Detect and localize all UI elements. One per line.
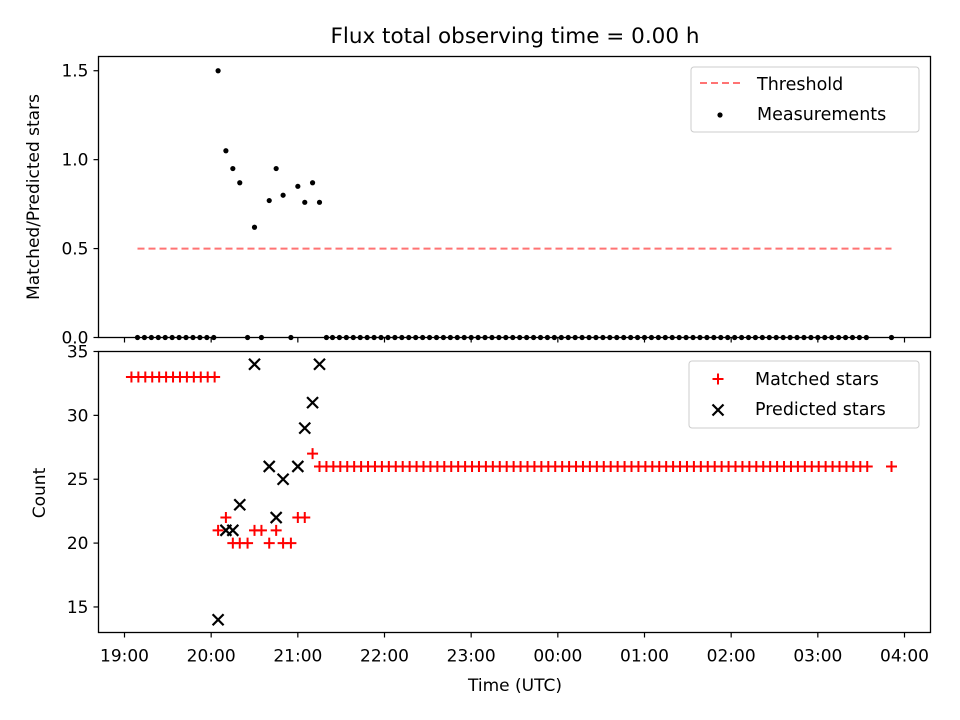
- matched-star-point: [212, 524, 224, 536]
- top-y-axis-label: Matched/Predicted stars: [24, 94, 44, 300]
- matched-star-point: [263, 537, 275, 549]
- legend-matched-label: Matched stars: [755, 370, 879, 390]
- bottom-x-tick-label: 03:00: [793, 647, 842, 667]
- matched-star-point: [861, 460, 873, 472]
- predicted-star-point: [291, 460, 305, 473]
- top-y-tick-label: 0.0: [61, 329, 88, 349]
- predicted-star-point: [269, 511, 283, 524]
- bottom-x-tick-label: 23:00: [447, 647, 496, 667]
- matched-star-point: [242, 537, 254, 549]
- bottom-y-axis-ticks: 15 20 25 30 35: [67, 343, 99, 618]
- top-legend-frame: [690, 66, 920, 133]
- bottom-x-tick-label: 01:00: [620, 647, 669, 667]
- predicted-star-point: [313, 357, 326, 371]
- measurement-point: [309, 180, 316, 186]
- legend-matched-marker: [712, 373, 724, 385]
- bottom-x-tick-label: 19:00: [100, 647, 149, 667]
- predicted-star-point: [226, 524, 240, 537]
- measurement-point: [316, 199, 323, 205]
- measurement-point: [251, 224, 258, 230]
- bottom-x-axis-ticks: 19:00 20:00 21:00 22:00 23:00 00:00 01:00 02:00…: [100, 632, 929, 667]
- bottom-x-tick-label: 21:00: [273, 647, 322, 667]
- predicted-star-point: [306, 396, 319, 409]
- predicted-star-point: [248, 357, 261, 371]
- bottom-y-tick-label: 35: [67, 343, 89, 363]
- legend-matched-swatch: [712, 373, 724, 385]
- top-panel: 0.0 0.5 1.0 1.5 Matched/Predicted stars Thr…: [24, 55, 932, 349]
- top-panel-frame: [97, 55, 932, 339]
- x-axis-label: Time (UTC): [467, 676, 562, 696]
- bottom-x-tick-label: 22:00: [360, 647, 409, 667]
- matched-star-point: [270, 524, 282, 536]
- legend-predicted-swatch: [711, 403, 725, 417]
- top-y-tick-label: 1.5: [61, 62, 88, 82]
- bottom-panel-frame: [97, 350, 932, 634]
- legend-measurement-swatch: [717, 112, 723, 118]
- measurement-point: [295, 183, 301, 189]
- bottom-y-tick-label: 25: [67, 470, 89, 490]
- bottom-panel: 15 20 25 30 35 19:00 20:00 21:00 22:00 23:00 00:0…: [30, 343, 932, 696]
- bottom-y-axis-label: Count: [30, 467, 50, 518]
- predicted-star-point: [233, 498, 247, 512]
- bottom-legend: Matched stars Predicted stars: [688, 360, 920, 429]
- measurement-point: [223, 148, 229, 154]
- matched-star-point: [307, 448, 319, 460]
- legend-predicted-marker: [711, 403, 725, 417]
- predicted-star-point: [262, 460, 276, 473]
- matched-star-point: [209, 371, 221, 383]
- matched-star-point: [299, 512, 311, 524]
- measurement-point: [237, 180, 243, 186]
- top-legend: Threshold Measurements: [690, 66, 920, 133]
- measurement-point: [280, 192, 286, 198]
- legend-predicted-label: Predicted stars: [755, 400, 886, 420]
- matched-star-point: [255, 524, 267, 536]
- matched-star-point: [285, 537, 297, 549]
- bottom-y-tick-label: 30: [67, 406, 89, 426]
- matched-star-point: [886, 460, 897, 472]
- predicted-star-point: [276, 472, 290, 486]
- bottom-x-tick-label: 04:00: [880, 647, 929, 667]
- bottom-y-tick-label: 20: [67, 534, 89, 554]
- measurement-point: [215, 68, 221, 74]
- bottom-x-tick-label: 20:00: [187, 647, 236, 667]
- top-y-axis-ticks: 0.0 0.5 1.0 1.5: [61, 62, 99, 349]
- measurement-point: [266, 197, 272, 204]
- legend-threshold-label: Threshold: [756, 75, 843, 95]
- bottom-y-tick-label: 15: [67, 598, 89, 618]
- measurement-point: [230, 165, 236, 172]
- measurement-point: [302, 199, 308, 205]
- chart-title: Flux total observing time = 0.00 h: [331, 24, 700, 49]
- predicted-star-point: [211, 613, 225, 627]
- bottom-legend-frame: [688, 360, 920, 429]
- top-x-axis-ticks: [123, 337, 906, 343]
- predicted-star-point: [298, 421, 312, 435]
- bottom-x-tick-label: 02:00: [707, 647, 756, 667]
- top-y-tick-label: 1.0: [61, 151, 88, 171]
- matched-star-point: [220, 512, 232, 524]
- legend-measurement-label: Measurements: [757, 105, 886, 125]
- measurement-point: [273, 165, 279, 172]
- bottom-panel-marks: [125, 357, 897, 627]
- top-y-tick-label: 0.5: [61, 240, 88, 260]
- bottom-x-tick-label: 00:00: [533, 647, 582, 667]
